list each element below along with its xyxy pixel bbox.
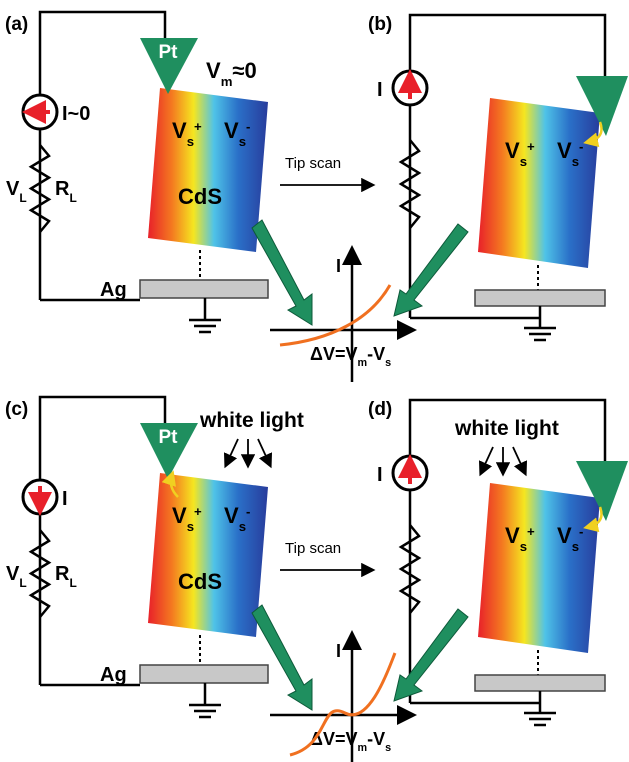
light-arrow xyxy=(226,439,238,465)
surface-potential-part: - xyxy=(246,119,250,134)
electrode xyxy=(475,675,605,691)
surface-potential-part: s xyxy=(239,519,246,534)
load-resistor-part: L xyxy=(69,191,76,205)
light-arrow xyxy=(481,447,493,473)
iv-x-label-part: s xyxy=(385,742,391,754)
surface-potential-part: V xyxy=(557,523,572,548)
surface-potential-part: s xyxy=(572,539,579,554)
load-voltage-part: L xyxy=(19,576,26,590)
electrode-label: Ag xyxy=(100,279,127,301)
iv-x-label-part: m xyxy=(357,357,367,369)
panel-label: (d) xyxy=(368,399,392,420)
tip-potential-part: ≈0 xyxy=(232,58,256,83)
sample xyxy=(478,98,600,268)
surface-potential-part: - xyxy=(579,139,583,154)
surface-potential-part: V xyxy=(557,138,572,163)
load-voltage-part: V xyxy=(6,563,20,585)
iv-x-label-part: ΔV=V xyxy=(310,344,357,364)
iv-y-label: I xyxy=(336,641,341,661)
electrode xyxy=(475,290,605,306)
electrode xyxy=(140,280,268,298)
tip-label: Pt xyxy=(159,42,179,63)
scan-label: Tip scan xyxy=(285,155,341,172)
sample-label: CdS xyxy=(178,184,222,209)
pointer-arrow xyxy=(252,220,312,325)
pointer-arrow xyxy=(252,605,312,710)
current-label: I xyxy=(62,488,68,510)
load-resistor-part: R xyxy=(55,178,70,200)
current-label: I xyxy=(377,464,383,486)
sample xyxy=(478,483,600,653)
surface-potential-part: + xyxy=(194,504,202,519)
electrode-label: Ag xyxy=(100,664,127,686)
pointer-arrow xyxy=(394,224,468,316)
tip-potential-part: V xyxy=(206,58,221,83)
surface-potential-part: s xyxy=(520,154,527,169)
panel-label: (b) xyxy=(368,14,392,35)
surface-potential-part: s xyxy=(520,539,527,554)
surface-potential-part: V xyxy=(505,523,520,548)
load-resistor: RL xyxy=(55,563,77,590)
scan-label: Tip scan xyxy=(285,540,341,557)
iv-x-label-part: -V xyxy=(367,344,385,364)
wire xyxy=(40,397,165,685)
surface-potential-part: V xyxy=(505,138,520,163)
load-voltage: VL xyxy=(6,563,27,590)
wire xyxy=(40,12,165,300)
tip-label: Pt xyxy=(159,427,179,448)
panel-label: (a) xyxy=(5,14,28,35)
light-arrow xyxy=(513,447,525,473)
current-label: I~0 xyxy=(62,103,90,125)
iv-x-label-part: s xyxy=(385,357,391,369)
panel-label: (c) xyxy=(5,399,28,420)
surface-potential-part: s xyxy=(187,519,194,534)
surface-potential-part: + xyxy=(194,119,202,134)
iv-x-label: ΔV=Vm-Vs xyxy=(310,344,391,369)
surface-potential-part: V xyxy=(172,503,187,528)
pointer-arrow xyxy=(394,609,468,701)
iv-y-label: I xyxy=(336,256,341,276)
iv-x-label: ΔV=Vm-Vs xyxy=(310,729,391,754)
surface-potential-part: - xyxy=(246,504,250,519)
sample xyxy=(148,473,268,637)
surface-potential-part: s xyxy=(239,134,246,149)
iv-x-label-part: m xyxy=(357,742,367,754)
load-voltage-part: V xyxy=(6,178,20,200)
surface-potential-part: V xyxy=(224,118,239,143)
diagram: (a)I~0VLRLPtVm≈0Vs+Vs-CdSAg(b)IVs+Vs-Tip… xyxy=(0,0,629,762)
iv-x-label-part: -V xyxy=(367,729,385,749)
load-resistor-part: R xyxy=(55,563,70,585)
surface-potential-part: s xyxy=(572,154,579,169)
load-voltage: VL xyxy=(6,178,27,205)
load-resistor: RL xyxy=(55,178,77,205)
load-voltage-part: L xyxy=(19,191,26,205)
surface-potential-part: - xyxy=(579,524,583,539)
surface-potential-part: V xyxy=(172,118,187,143)
tip-potential: Vm≈0 xyxy=(206,58,257,89)
light-label: white light xyxy=(454,417,559,440)
tip-potential-part: m xyxy=(221,74,233,89)
surface-potential-part: V xyxy=(224,503,239,528)
sample xyxy=(148,88,268,252)
surface-potential-part: s xyxy=(187,134,194,149)
light-label: white light xyxy=(199,409,304,432)
surface-potential-part: + xyxy=(527,524,535,539)
electrode xyxy=(140,665,268,683)
surface-potential-part: + xyxy=(527,139,535,154)
light-arrow xyxy=(258,439,270,465)
current-label: I xyxy=(377,79,383,101)
load-resistor-part: L xyxy=(69,576,76,590)
iv-x-label-part: ΔV=V xyxy=(310,729,357,749)
sample-label: CdS xyxy=(178,569,222,594)
